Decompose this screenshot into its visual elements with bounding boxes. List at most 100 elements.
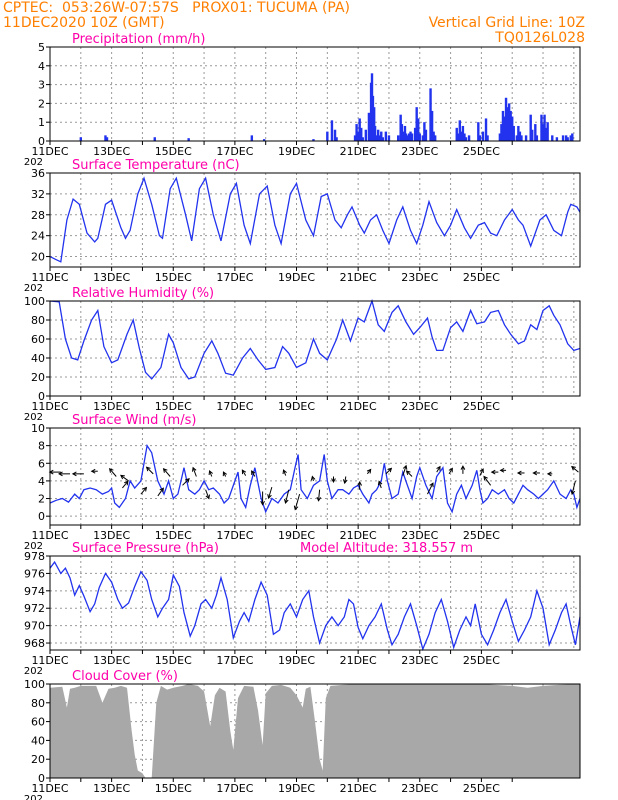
- precip-bar: [561, 135, 565, 141]
- precip-bar: [546, 122, 549, 141]
- wind-arrow-shaft: [483, 476, 492, 486]
- x-tick-label: 21DEC: [340, 145, 377, 158]
- wind-arrow: [222, 471, 228, 477]
- wind-arrow: [499, 467, 507, 473]
- x-tick-label: 17DEC: [216, 529, 253, 542]
- wind-arrow-head: [71, 471, 77, 477]
- precip-bar: [455, 127, 458, 141]
- y-tick-label: 60: [31, 716, 45, 729]
- wind-arrow-head: [316, 496, 322, 502]
- wind-arrow-shaft: [571, 480, 576, 495]
- precip-bar: [457, 133, 460, 141]
- wind-arrow-shaft: [205, 489, 210, 499]
- wind-arrow: [71, 471, 84, 477]
- wind-arrow: [377, 480, 383, 489]
- wind-arrow: [316, 489, 322, 502]
- y-tick-label: 100: [24, 295, 45, 308]
- wind-arrow-shaft: [318, 489, 321, 501]
- precip-bar: [460, 131, 463, 141]
- wind-arrow-shaft: [140, 487, 147, 495]
- wind-arrow: [532, 470, 540, 476]
- precip-bar: [355, 124, 358, 141]
- x-tick-label: 19DEC: [278, 145, 315, 158]
- x-tick-label: 25DEC: [463, 782, 500, 795]
- x-tick-label: 11DEC: [31, 654, 68, 667]
- rh-frame: [49, 300, 581, 397]
- wind-arrow: [479, 468, 484, 476]
- x-tick-label: 11DEC: [31, 145, 68, 158]
- precip-bar: [518, 131, 522, 141]
- x-tick-label: 15DEC: [155, 400, 192, 413]
- wind-arrow-head: [357, 480, 363, 486]
- precip-bar: [378, 135, 381, 141]
- year-label: 202: [24, 283, 43, 294]
- wind-arrow-shaft: [427, 482, 434, 495]
- precip-panel: [46, 46, 581, 145]
- wind-arrow-head: [377, 480, 383, 486]
- wind-arrow-shaft: [378, 481, 382, 489]
- x-tick-label: 13DEC: [93, 145, 130, 158]
- y-tick-label: 8: [38, 440, 45, 453]
- press-title: Surface Pressure (hPa): [72, 541, 219, 556]
- press-subtitle: Model Altitude: 318.557 m: [300, 541, 473, 556]
- precip-bar: [375, 135, 378, 141]
- precip-bar: [105, 137, 109, 141]
- y-tick-label: 100: [24, 678, 45, 691]
- precip-bar: [384, 131, 388, 141]
- precip-bar: [407, 133, 411, 141]
- wind-arrow: [402, 464, 408, 476]
- x-tick-label: 17DEC: [216, 145, 253, 158]
- precip-bar: [373, 125, 377, 141]
- y-tick-label: 976: [24, 567, 45, 580]
- x-tick-label: 15DEC: [155, 271, 192, 284]
- y-tick-label: 2: [38, 97, 45, 110]
- y-tick-label: 0: [38, 390, 45, 403]
- x-tick-label: 23DEC: [401, 782, 438, 795]
- wind-arrow: [460, 465, 466, 474]
- y-tick-label: 972: [24, 602, 45, 615]
- wind-arrow-head: [546, 471, 552, 477]
- wind-arrow-head: [490, 469, 496, 475]
- wind-arrow-head: [108, 468, 114, 473]
- wind-arrow: [436, 465, 441, 473]
- x-tick-label: 21DEC: [340, 400, 377, 413]
- precip-bar: [396, 135, 400, 141]
- precip-bar: [79, 137, 83, 141]
- wind-arrow-head: [267, 494, 272, 500]
- x-tick-label: 11DEC: [31, 400, 68, 413]
- precip-bar: [478, 135, 482, 141]
- x-tick-label: 13DEC: [93, 782, 130, 795]
- wind-arrow: [90, 468, 98, 474]
- wind-arrow: [157, 487, 164, 497]
- y-tick-label: 968: [24, 637, 45, 650]
- wind-arrow-head: [162, 468, 168, 473]
- wind-arrow: [546, 471, 553, 477]
- precip-bar: [417, 118, 420, 141]
- wind-arrow-shaft: [251, 470, 256, 477]
- y-tick-label: 1: [38, 116, 45, 129]
- wind-arrow-shaft: [479, 468, 484, 476]
- cloud-title: Cloud Cover (%): [72, 669, 178, 684]
- wind-arrow-head: [293, 505, 299, 511]
- precip-bar: [569, 135, 572, 141]
- precip-bar: [262, 139, 266, 141]
- wind-arrow-shaft: [182, 478, 190, 486]
- precip-bar: [543, 114, 546, 141]
- precip-bar: [364, 129, 368, 141]
- x-tick-label: 23DEC: [401, 271, 438, 284]
- precip-bar: [477, 122, 480, 141]
- wind-arrow-shaft: [402, 465, 407, 476]
- wind-arrow-head: [208, 470, 213, 476]
- precip-bar: [501, 110, 505, 141]
- precip-bar: [498, 133, 502, 141]
- precip-bar: [423, 122, 426, 141]
- y-tick-label: 28: [31, 209, 45, 222]
- wind-arrow-shaft: [571, 466, 579, 473]
- wind-arrow: [122, 480, 129, 489]
- precip-bar: [421, 135, 425, 141]
- x-tick-label: 25DEC: [463, 145, 500, 158]
- x-tick-label: 13DEC: [93, 271, 130, 284]
- y-tick-label: 4: [38, 60, 45, 73]
- precip-bar: [481, 131, 485, 141]
